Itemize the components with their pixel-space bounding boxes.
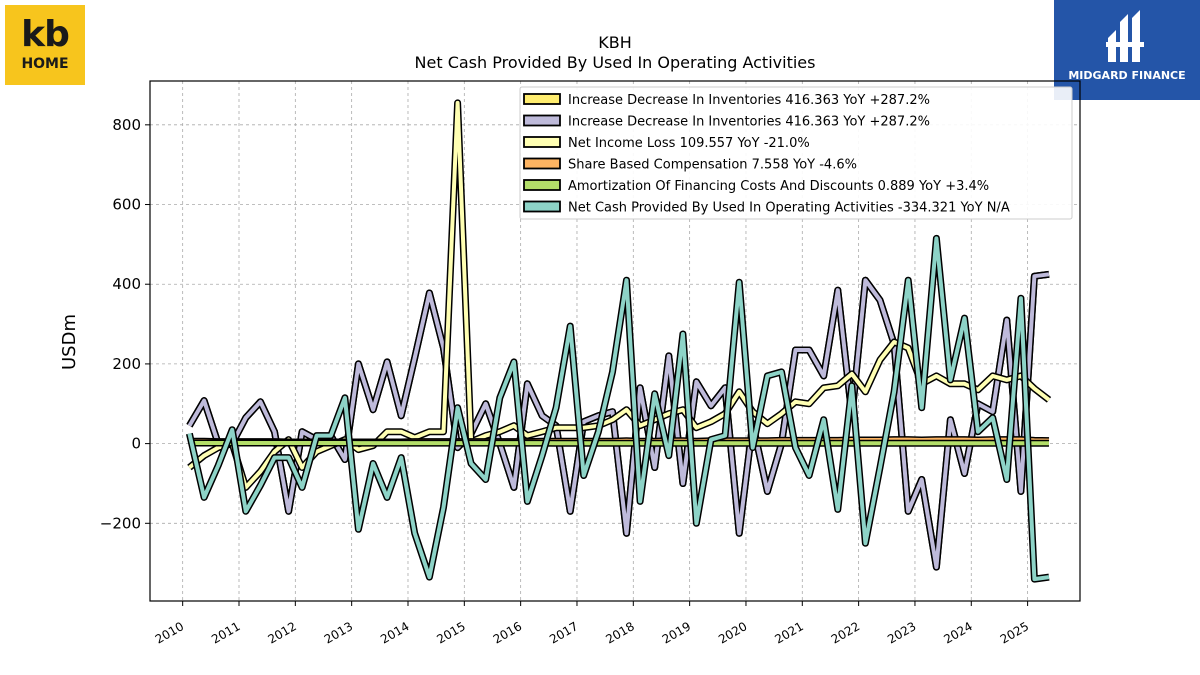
series-5	[185, 234, 1050, 583]
x-tick-label: 2022	[829, 619, 862, 646]
legend-swatch	[523, 136, 561, 148]
x-tick-label: 2018	[603, 619, 636, 646]
y-tick-label: 600	[112, 196, 141, 214]
chart-title: KBH	[598, 33, 632, 52]
x-tick-label: 2021	[772, 619, 805, 646]
legend-swatch	[523, 179, 561, 191]
x-tick-label: 2015	[434, 619, 467, 646]
legend-label: Increase Decrease In Inventories 416.363…	[568, 115, 930, 130]
x-tick-label: 2020	[716, 619, 749, 646]
legend-label: Net Income Loss 109.557 YoY -21.0%	[568, 136, 810, 151]
x-tick-label: 2017	[547, 619, 580, 646]
legend-swatch	[523, 93, 561, 105]
midgard-finance-logo: MIDGARD FINANCE	[1054, 0, 1200, 100]
y-tick-label: 800	[112, 116, 141, 134]
legend-label: Amortization Of Financing Costs And Disc…	[568, 179, 989, 194]
kb-home-logo-mark: kb	[21, 14, 70, 55]
x-tick-label: 2013	[322, 619, 355, 646]
x-tick-label: 2012	[265, 619, 298, 646]
y-tick-label: 0	[131, 435, 141, 453]
x-tick-label: 2010	[153, 619, 186, 646]
y-tick-label: −200	[100, 514, 141, 532]
legend-swatch	[523, 114, 561, 127]
legend: Increase Decrease In Inventories 416.363…	[519, 86, 1073, 220]
series-layer	[185, 99, 1052, 583]
y-axis-label: USDm	[59, 314, 80, 370]
midgard-finance-logo-icon	[1106, 10, 1144, 62]
y-tick-label: 200	[112, 355, 141, 373]
kb-home-logo-text: HOME	[21, 56, 69, 72]
legend-swatch	[523, 157, 561, 170]
x-tick-label: 2019	[660, 619, 693, 646]
chart-subtitle: Net Cash Provided By Used In Operating A…	[415, 53, 816, 72]
x-tick-label: 2024	[941, 619, 974, 646]
x-tick-label: 2014	[378, 619, 411, 646]
plot-frame	[149, 80, 1081, 602]
legend-label: Net Cash Provided By Used In Operating A…	[568, 201, 1010, 216]
x-tick-label: 2023	[885, 619, 918, 646]
legend-label: Increase Decrease In Inventories 416.363…	[568, 93, 930, 108]
y-tick-label: 400	[112, 275, 141, 293]
x-tick-label: 2025	[998, 619, 1031, 646]
x-tick-label: 2011	[209, 619, 242, 646]
legend-label: Share Based Compensation 7.558 YoY -4.6%	[568, 158, 857, 173]
legend-swatch	[523, 200, 561, 213]
x-tick-label: 2016	[491, 619, 524, 646]
midgard-finance-logo-text: MIDGARD FINANCE	[1068, 69, 1186, 82]
legend-frame	[519, 86, 1073, 220]
kb-home-logo: kb HOME	[5, 5, 85, 85]
series-line	[187, 236, 1050, 582]
